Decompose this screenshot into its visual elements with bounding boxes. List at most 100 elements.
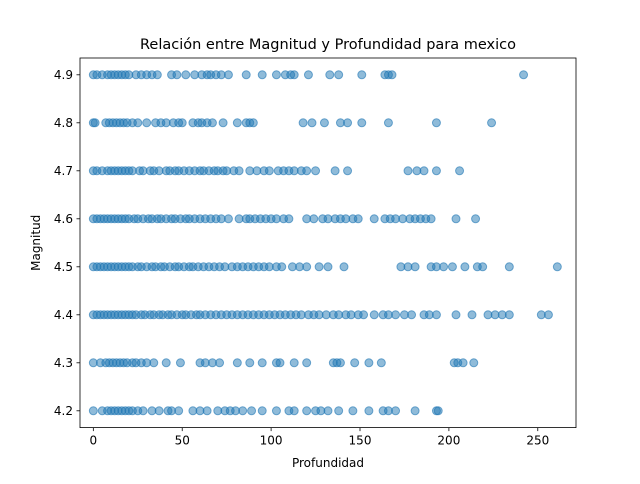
data-point — [369, 310, 379, 320]
data-point — [152, 70, 162, 80]
plot-frame — [79, 57, 577, 429]
x-tick-label: 0 — [90, 434, 98, 448]
data-point — [238, 406, 248, 416]
data-point — [277, 262, 287, 272]
chart-title: Relación entre Magnitud y Profundidad pa… — [140, 37, 516, 53]
axis-ticks: 0 50 100 150 200 250 4.2 4.3 4.4 4.5 4.6 4.7 4.8 4.9 — [54, 68, 549, 448]
data-point — [369, 214, 379, 224]
data-point — [335, 358, 345, 368]
data-point — [343, 166, 353, 176]
data-point — [202, 406, 212, 416]
data-point — [314, 262, 324, 272]
data-point — [289, 406, 299, 416]
x-tick-label: 100 — [260, 434, 283, 448]
data-point — [431, 166, 441, 176]
y-tick-label: 4.9 — [54, 68, 73, 82]
data-point — [504, 262, 514, 272]
data-point — [460, 262, 470, 272]
data-point — [307, 118, 317, 128]
data-point — [174, 406, 184, 416]
data-point — [90, 118, 100, 128]
data-point — [223, 70, 233, 80]
y-tick-label: 4.8 — [54, 116, 73, 130]
data-point — [149, 358, 159, 368]
data-point — [451, 310, 461, 320]
data-point — [350, 358, 360, 368]
data-point — [410, 262, 420, 272]
data-point — [257, 406, 267, 416]
data-point — [357, 118, 367, 128]
data-point — [426, 214, 436, 224]
data-point — [257, 358, 267, 368]
data-point — [410, 406, 420, 416]
data-point — [284, 214, 294, 224]
data-point — [519, 70, 529, 80]
data-point — [359, 310, 369, 320]
data-point — [353, 214, 363, 224]
data-points — [88, 70, 562, 416]
data-point — [302, 406, 312, 416]
data-point — [391, 310, 401, 320]
data-point — [215, 358, 225, 368]
data-point — [504, 310, 514, 320]
data-point — [248, 118, 258, 128]
y-tick-label: 4.2 — [54, 404, 73, 418]
data-point — [431, 118, 441, 128]
data-point — [175, 358, 185, 368]
data-point — [467, 310, 477, 320]
data-point — [469, 358, 479, 368]
data-point — [451, 214, 461, 224]
data-point — [319, 118, 329, 128]
x-tick-label: 200 — [437, 434, 460, 448]
data-point — [271, 70, 281, 80]
data-point — [133, 118, 143, 128]
y-tick-label: 4.3 — [54, 356, 73, 370]
data-point — [172, 70, 182, 80]
data-point — [161, 358, 171, 368]
data-point — [419, 166, 429, 176]
data-point — [302, 358, 312, 368]
y-axis-label: Magnitud — [29, 215, 43, 271]
x-axis-label: Profundidad — [292, 456, 364, 470]
data-point — [302, 262, 312, 272]
data-point — [311, 166, 321, 176]
data-point — [138, 406, 148, 416]
y-tick-label: 4.5 — [54, 260, 73, 274]
data-point — [218, 118, 228, 128]
data-point — [431, 310, 441, 320]
data-point — [303, 70, 313, 80]
data-point — [298, 118, 308, 128]
data-point — [325, 70, 335, 80]
y-tick-label: 4.6 — [54, 212, 73, 226]
data-point — [154, 406, 164, 416]
data-point — [177, 118, 187, 128]
data-point — [241, 70, 251, 80]
data-point — [334, 70, 344, 80]
data-point — [302, 166, 312, 176]
data-point — [439, 262, 449, 272]
data-point — [234, 166, 244, 176]
data-point — [289, 358, 299, 368]
data-point — [383, 118, 393, 128]
y-tick-label: 4.4 — [54, 308, 73, 322]
data-point — [257, 70, 267, 80]
data-point — [275, 358, 285, 368]
x-tick-label: 50 — [175, 434, 190, 448]
data-point — [330, 166, 340, 176]
data-point — [343, 118, 353, 128]
data-point — [364, 358, 374, 368]
data-point — [471, 214, 481, 224]
data-point — [364, 406, 374, 416]
data-point — [323, 406, 333, 416]
data-point — [323, 262, 333, 272]
data-point — [391, 406, 401, 416]
data-point — [433, 406, 443, 416]
data-point — [487, 118, 497, 128]
data-point — [407, 310, 417, 320]
data-point — [478, 262, 488, 272]
data-point — [552, 262, 562, 272]
data-point — [207, 118, 217, 128]
